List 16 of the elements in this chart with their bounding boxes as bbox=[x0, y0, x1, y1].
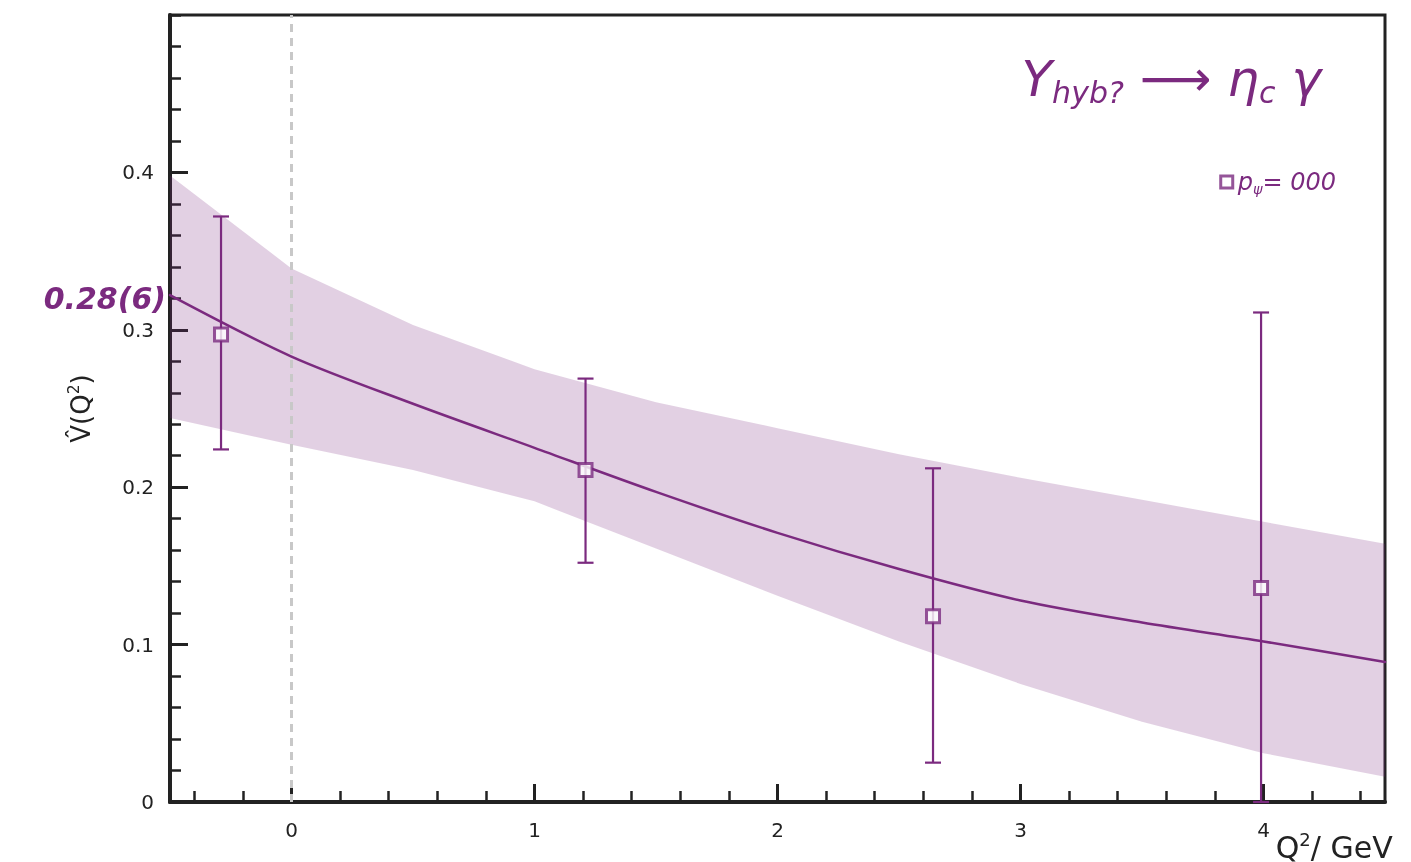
x-tick-label: 1 bbox=[528, 818, 541, 842]
y-tick-label: 0.3 bbox=[122, 317, 154, 342]
x-tick-label: 0 bbox=[285, 818, 298, 842]
y-tick-label: 0.2 bbox=[122, 475, 154, 500]
x-tick-label: 4 bbox=[1257, 818, 1270, 842]
point bbox=[213, 326, 230, 343]
annotation: 0.28(6) bbox=[43, 280, 166, 316]
y-tick-label: 0.1 bbox=[122, 632, 154, 657]
x-tick-label: 2 bbox=[771, 818, 784, 842]
point bbox=[577, 461, 594, 478]
y-tick-label: 0 bbox=[141, 790, 154, 814]
y-axis-title: V̂(Q2) bbox=[64, 374, 96, 443]
x-tick-label: 3 bbox=[1014, 818, 1027, 842]
point bbox=[1253, 579, 1270, 596]
point bbox=[925, 608, 942, 625]
y-tick-label: 0.4 bbox=[122, 160, 154, 185]
